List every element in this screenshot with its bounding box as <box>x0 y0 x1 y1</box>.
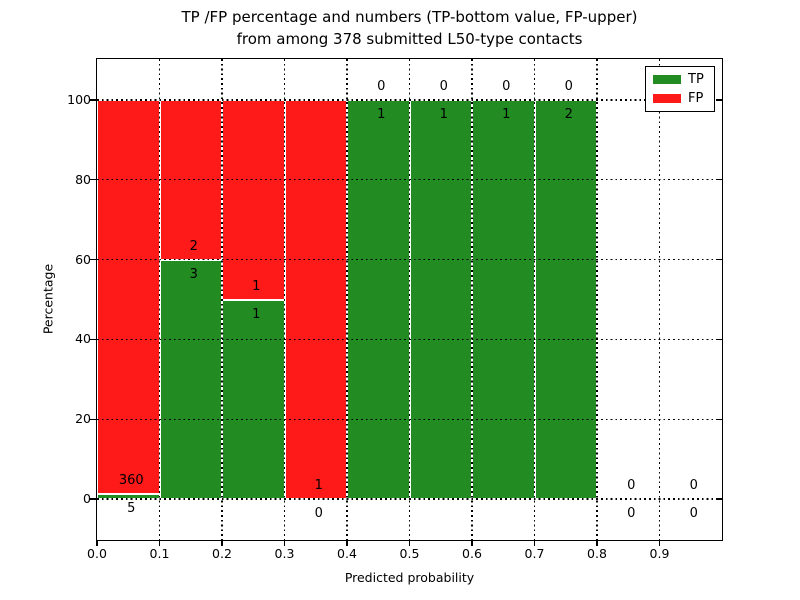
chart-title-line1: TP /FP percentage and numbers (TP-bottom… <box>181 8 638 26</box>
x-tick-label-0.7: 0.7 <box>524 546 545 561</box>
y-axis-label: Percentage <box>40 263 56 335</box>
bar-tp-4 <box>347 100 410 499</box>
fp-count-label-2: 1 <box>252 278 261 294</box>
legend-item-tp: TP <box>653 73 714 86</box>
y-tick-label-0: 0 <box>83 491 91 506</box>
y-tick-label-60: 60 <box>75 251 91 267</box>
y-tick-left-40 <box>89 338 97 341</box>
grid-hline-100 <box>97 99 722 101</box>
tp-count-label-3: 0 <box>314 506 323 521</box>
grid-vline-0.9 <box>658 59 661 540</box>
x-tick-0.2 <box>221 540 223 546</box>
y-tick-right-0 <box>717 498 722 500</box>
x-tick-label-0.5: 0.5 <box>399 546 420 561</box>
grid-hline-60 <box>97 259 722 261</box>
bar-tp-6 <box>472 100 535 499</box>
fp-count-label-1: 2 <box>189 238 198 254</box>
y-tick-label-20: 20 <box>75 411 91 427</box>
y-tick-right-40 <box>717 338 722 341</box>
fp-count-label-9: 0 <box>689 478 698 493</box>
tp-count-label-5: 1 <box>439 107 448 122</box>
tp-count-label-9: 0 <box>689 506 698 521</box>
fp-count-label-0: 360 <box>118 472 144 488</box>
x-tick-0.9 <box>658 540 661 546</box>
bar-fp-2 <box>222 100 285 300</box>
x-tick-0.3 <box>283 540 286 546</box>
x-tick-label-0.1: 0.1 <box>149 546 170 561</box>
y-tick-right-100 <box>717 99 722 101</box>
x-tick-label-0.0: 0.0 <box>87 546 107 561</box>
grid-vline-0.6 <box>471 59 473 540</box>
y-tick-left-0 <box>89 498 97 500</box>
x-tick-0.7 <box>533 540 536 546</box>
x-tick-0.4 <box>346 540 348 546</box>
tp-count-label-1: 3 <box>189 266 198 282</box>
tp-count-label-8: 0 <box>627 506 636 521</box>
y-tick-left-60 <box>89 258 97 261</box>
x-tick-label-0.3: 0.3 <box>274 546 295 561</box>
x-tick-label-0.8: 0.8 <box>587 546 607 561</box>
x-tick-label-0.6: 0.6 <box>462 546 482 561</box>
grid-vline-0.3 <box>283 59 286 540</box>
y-tick-label-100: 100 <box>67 92 91 107</box>
y-tick-label-80: 80 <box>75 171 91 187</box>
fp-count-label-8: 0 <box>627 478 636 493</box>
x-tick-0.6 <box>471 540 473 546</box>
fp-count-label-5: 0 <box>439 79 448 94</box>
plot-area: 360 5 2 3 1 1 1 0 0 1 0 1 0 1 0 2 0 0 0 0 0.0 0.1 0.2 0.3 0.4 0.5… <box>67 58 723 561</box>
y-tick-right-20 <box>717 418 722 420</box>
legend-item-fp: FP <box>653 92 714 105</box>
grid-hline-40 <box>97 338 722 341</box>
tp-count-label-7: 2 <box>564 107 573 122</box>
y-tick-right-60 <box>717 258 722 261</box>
fp-count-label-7: 0 <box>564 79 573 94</box>
y-tick-left-80 <box>89 179 97 181</box>
bar-tp-5 <box>409 100 472 499</box>
tp-count-label-0: 5 <box>127 500 136 516</box>
grid-hline-0 <box>97 498 722 500</box>
grid-vline-0.4 <box>346 59 348 540</box>
x-tick-label-0.9: 0.9 <box>649 546 670 561</box>
y-tick-label-40: 40 <box>75 331 91 347</box>
chart-title-line2: from among 378 submitted L50-type contac… <box>236 29 583 48</box>
bar-fp-3 <box>284 100 347 499</box>
legend-label-tp: TP <box>688 72 704 87</box>
bar-fp-0 <box>97 100 160 494</box>
bar-tp-2 <box>222 299 285 499</box>
fp-count-label-4: 0 <box>377 79 386 94</box>
y-tick-right-80 <box>717 179 722 181</box>
grid-vline-0.1 <box>158 59 161 540</box>
legend: TP FP <box>645 66 715 112</box>
grid-hline-80 <box>97 179 722 181</box>
x-tick-label-0.2: 0.2 <box>212 546 232 561</box>
x-tick-0.0 <box>96 540 98 546</box>
grid-vline-0.5 <box>408 59 411 540</box>
x-tick-0.1 <box>158 540 161 546</box>
legend-swatch-tp-icon <box>653 75 681 84</box>
grid-vline-0.7 <box>533 59 536 540</box>
grid-hline-20 <box>97 418 722 420</box>
x-tick-label-0.4: 0.4 <box>337 546 357 561</box>
x-axis-label: Predicted probability <box>344 570 475 585</box>
grid-vline-0.8 <box>596 59 598 540</box>
y-tick-left-20 <box>89 418 97 420</box>
fp-count-label-3: 1 <box>314 478 323 493</box>
bar-tp-1 <box>159 259 222 499</box>
x-tick-0.8 <box>596 540 598 546</box>
bar-tp-7 <box>534 100 597 499</box>
tp-count-label-4: 1 <box>377 107 386 122</box>
chart-title: TP /FP percentage and numbers (TP-bottom… <box>97 7 722 50</box>
fp-count-label-6: 0 <box>502 79 511 94</box>
legend-label-fp: FP <box>688 91 704 106</box>
tp-count-label-2: 1 <box>252 306 261 322</box>
grid-vline-0.2 <box>221 59 223 540</box>
y-tick-left-100 <box>89 99 97 101</box>
tp-count-label-6: 1 <box>502 107 511 122</box>
x-tick-0.5 <box>408 540 411 546</box>
legend-swatch-fp-icon <box>653 94 681 103</box>
